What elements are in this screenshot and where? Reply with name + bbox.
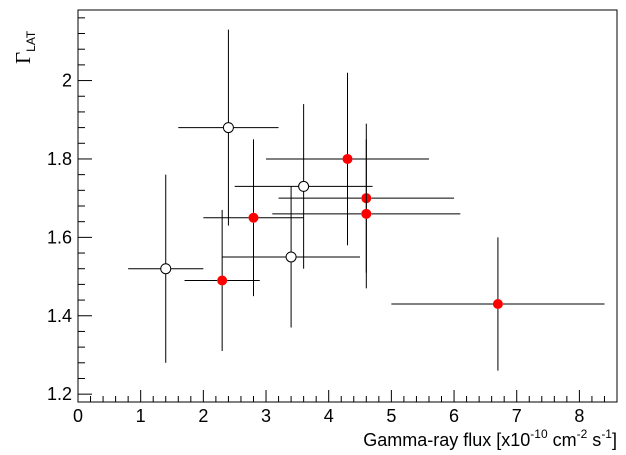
y-tick-label: 1.4 — [47, 306, 72, 326]
filled-circle-marker — [248, 212, 259, 223]
x-tick-label: 1 — [136, 406, 146, 426]
x-tick-label: 0 — [73, 406, 83, 426]
y-tick-label: 1.6 — [47, 227, 72, 247]
y-tick-label: 1.2 — [47, 384, 72, 404]
x-tick-label: 4 — [324, 406, 334, 426]
open-circle-marker — [160, 263, 172, 275]
y-axis-ticks: 1.2 1.4 1.6 1.8 2 — [47, 17, 92, 404]
filled-circle-marker — [361, 208, 372, 219]
filled-circle-marker — [217, 275, 228, 286]
x-tick-label: 6 — [449, 406, 459, 426]
y-axis-label: ΓLAT — [11, 30, 38, 64]
x-tick-label: 8 — [574, 406, 584, 426]
y-tick-label: 2 — [62, 71, 72, 91]
x-axis-ticks: 0 1 2 3 4 5 6 7 8 — [73, 390, 618, 426]
filled-circle-marker — [492, 299, 503, 309]
x-tick-label: 2 — [198, 406, 208, 426]
filled-circle-marker — [342, 153, 353, 164]
open-circle-marker — [222, 122, 234, 134]
x-axis-label: Gamma-ray flux [x10-10 cm-2 s-1] — [363, 427, 617, 450]
open-circle-marker — [298, 180, 310, 192]
x-tick-label: 3 — [261, 406, 271, 426]
open-circle-marker — [285, 251, 297, 263]
data-points — [128, 29, 605, 371]
x-tick-label: 7 — [512, 406, 522, 426]
x-tick-label: 5 — [386, 406, 396, 426]
y-tick-label: 1.8 — [47, 149, 72, 169]
